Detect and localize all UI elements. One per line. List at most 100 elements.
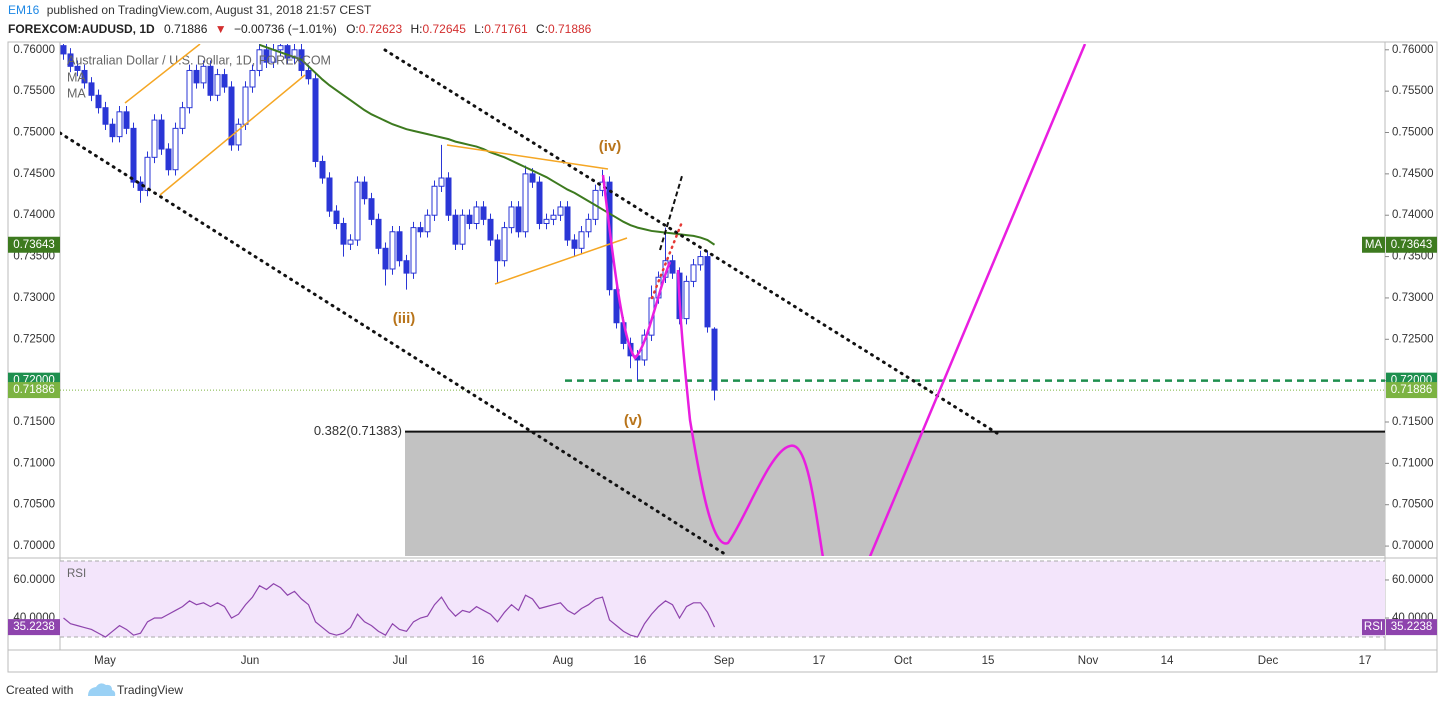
y-tick-label: 0.76000 (1392, 44, 1434, 56)
badge-label: 0.71886 (13, 384, 55, 396)
c-value: 0.71886 (548, 22, 592, 36)
candle-body (515, 206, 522, 233)
y-tick-label: 0.75500 (13, 85, 55, 97)
candle-body (501, 227, 508, 262)
candle-body (403, 260, 410, 274)
symbol: FOREXCOM:AUDUSD, 1D (8, 22, 155, 36)
candle-body (508, 206, 515, 229)
candle-body (438, 177, 445, 187)
price-badge (1386, 236, 1437, 253)
candle-body (578, 231, 585, 249)
y-tick-label: 0.73000 (13, 292, 55, 304)
arrow: ▼ (215, 22, 227, 36)
last-price: 0.71886 (164, 22, 208, 36)
candle-body (193, 69, 200, 84)
y-tick-label: 0.71000 (1392, 457, 1434, 469)
y-tick-label: 0.73500 (13, 251, 55, 263)
y-tick-label: 0.75500 (1392, 85, 1434, 97)
candle-body (683, 280, 690, 320)
badge-label: MA (1365, 239, 1383, 251)
brand[interactable]: TradingView (117, 683, 183, 697)
l-label: L: (474, 22, 484, 36)
x-tick-label: 15 (982, 655, 995, 667)
candle-body (431, 185, 438, 216)
published: published on TradingView.com, August 31,… (47, 3, 372, 17)
candle-body (312, 78, 319, 162)
y-tick-label: 0.74500 (13, 168, 55, 180)
projection (868, 44, 1087, 556)
wave-label: (iv) (599, 138, 622, 155)
y-tick-label: 0.71500 (13, 416, 55, 428)
candle-body (165, 148, 172, 171)
candle-body (368, 198, 375, 220)
author[interactable]: EM16 (8, 3, 40, 17)
price-badge (1386, 382, 1437, 399)
candle-body (361, 181, 368, 200)
x-tick-label: Oct (894, 655, 913, 667)
candle-body (697, 256, 704, 266)
o-label: O: (346, 22, 359, 36)
footer-text: Created with (6, 683, 73, 697)
candle-body (445, 177, 452, 216)
candle-body (690, 264, 697, 282)
y-tick-label: 0.70500 (1392, 499, 1434, 511)
channel-lower (60, 131, 730, 556)
candle-body (375, 218, 382, 249)
fib-label: 0.382(0.71383) (314, 423, 402, 438)
triangle-line (494, 237, 628, 285)
x-tick-label: 16 (472, 655, 485, 667)
candle-body (277, 45, 284, 51)
candle-body (319, 160, 326, 179)
indicator-label: MA (67, 70, 86, 84)
projection (676, 269, 825, 556)
x-tick-label: 14 (1161, 655, 1174, 667)
y-tick-label: 0.71000 (13, 457, 55, 469)
candle-body (326, 177, 333, 212)
badge-label: 0.73643 (13, 239, 55, 251)
candle-body (571, 239, 578, 249)
badge-label: 0.71886 (1391, 384, 1433, 396)
x-tick-label: 17 (1359, 655, 1372, 667)
candle-body (235, 123, 242, 146)
l-value: 0.71761 (484, 22, 528, 36)
channel-upper (383, 48, 1002, 437)
candle-body (95, 94, 102, 109)
candle-body (543, 218, 550, 224)
candle-body (550, 214, 557, 220)
y-tick-label: 0.73000 (1392, 292, 1434, 304)
y-tick-label: 0.75000 (1392, 127, 1434, 139)
candle-body (557, 206, 564, 216)
candle-body (207, 65, 214, 96)
y-tick-label: 0.75000 (13, 127, 55, 139)
candle-body (480, 206, 487, 220)
candle-body (473, 206, 480, 224)
badge-label: 35.2238 (1391, 621, 1433, 633)
price-badge (8, 382, 60, 399)
wedge-line (650, 220, 684, 300)
x-tick-label: Nov (1078, 655, 1099, 667)
candle-body (214, 74, 221, 96)
o-value: 0.72623 (359, 22, 403, 36)
indicator-label: MA (67, 86, 86, 100)
x-tick-label: Aug (553, 655, 573, 667)
candle-body (102, 107, 109, 125)
x-tick-label: May (94, 655, 116, 667)
candle-body (452, 214, 459, 245)
price-badge (1386, 619, 1437, 636)
drawings (60, 44, 1087, 556)
badge-label: 35.2238 (13, 621, 55, 633)
legend-title: Australian Dollar / U.S. Dollar, 1D, FOR… (67, 53, 331, 67)
candle-body (333, 210, 340, 224)
triangle-line (159, 74, 306, 196)
triangle-line (124, 44, 201, 104)
candle-body (172, 127, 179, 171)
candle-body (396, 231, 403, 262)
y-tick-label: 0.70500 (13, 499, 55, 511)
candle-body (417, 227, 424, 233)
candle-body (382, 247, 389, 270)
c-label: C: (536, 22, 548, 36)
x-tick-label: Jul (393, 655, 408, 667)
candle-body (144, 156, 151, 191)
price-badge (8, 236, 60, 253)
candle-body (487, 218, 494, 241)
